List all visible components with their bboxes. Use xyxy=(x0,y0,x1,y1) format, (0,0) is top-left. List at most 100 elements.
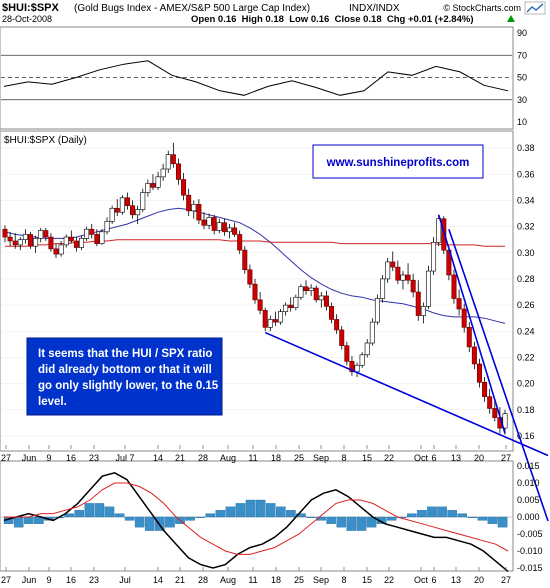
candle-body xyxy=(73,240,79,248)
macd-histogram-bar xyxy=(366,516,377,528)
rsi-tick-label: 50 xyxy=(517,73,527,83)
macd-x-tick-label: 27 xyxy=(501,575,511,585)
candle-body xyxy=(400,274,406,281)
price-x-tick-label: 15 xyxy=(362,453,372,463)
candle-body xyxy=(369,321,375,344)
candle-body xyxy=(476,363,482,383)
macd-x-tick-label: 16 xyxy=(66,575,76,585)
macd-histogram-bar xyxy=(417,510,427,518)
candle-body xyxy=(38,230,44,239)
macd-x-axis: 27 Jun 9 16 23 Jul 14 21 28 Aug 11 18 25 Sep 8 15 22 Oct 6… xyxy=(1,567,511,585)
candle-body xyxy=(262,310,268,328)
price-tick-label: 0.38 xyxy=(517,143,535,153)
candle-body xyxy=(456,298,462,310)
price-x-tick-label: 25 xyxy=(294,453,304,463)
candle-body xyxy=(431,241,437,272)
macd-histogram-bar xyxy=(104,506,115,518)
candle-body xyxy=(53,248,59,255)
candle-body xyxy=(339,329,345,346)
candle-body xyxy=(28,234,34,247)
candle-body xyxy=(487,396,493,409)
macd-histogram-bar xyxy=(326,516,336,524)
candle-body xyxy=(135,209,141,216)
macd-histogram-bar xyxy=(276,506,286,518)
macd-x-tick-label: 14 xyxy=(153,575,163,585)
candle-body xyxy=(160,168,166,178)
candle-body xyxy=(165,154,171,170)
candle-body xyxy=(313,287,319,301)
candle-body xyxy=(232,227,238,235)
price-x-axis: 27 Jun 9 16 23 Jul 7 14 21 28 Aug 11 18 25 Sep 8 15 22 Oc… xyxy=(1,445,511,463)
macd-histogram-bar xyxy=(316,516,326,521)
macd-histogram-bar xyxy=(356,516,367,531)
macd-histogram-bar xyxy=(84,503,95,518)
candle-body xyxy=(420,306,426,316)
candle-body xyxy=(175,163,181,180)
macd-histogram-bar xyxy=(477,516,488,521)
macd-tick-label: 0.005 xyxy=(517,495,540,505)
candle-body xyxy=(191,204,197,212)
macd-histogram-bar xyxy=(24,516,34,524)
candle-body xyxy=(186,194,192,212)
macd-histogram-bar xyxy=(94,503,105,518)
candle-body xyxy=(283,304,289,312)
candle-body xyxy=(181,179,187,196)
price-plot: $HUI:$SPX (Daily) 0.38 0.36 0.34 0.32 0.30 0.… xyxy=(1,135,549,522)
macd-histogram-bar xyxy=(13,516,24,528)
price-tick-label: 0.28 xyxy=(517,274,535,284)
candle-body xyxy=(288,304,294,309)
macd-tick-label: -0.010 xyxy=(517,546,543,556)
macd-x-tick-label: Aug xyxy=(220,575,236,585)
annotation-line: did already bottom or that it will xyxy=(38,364,212,376)
chart-header: $HUI:$SPX (Gold Bugs Index - AMEX/S&P 50… xyxy=(2,1,546,25)
candle-body xyxy=(329,306,335,320)
macd-x-tick-label: Jun xyxy=(22,575,37,585)
macd-histogram-bar xyxy=(215,510,226,518)
price-x-tick-label: 23 xyxy=(89,453,99,463)
candle-body xyxy=(267,319,273,328)
candle-body xyxy=(43,230,49,238)
candle-body xyxy=(7,236,13,242)
candle-body xyxy=(364,342,370,356)
candle-body xyxy=(221,222,227,233)
rsi-plot: 90 70 50 30 10 xyxy=(1,28,527,127)
candle-body xyxy=(84,228,90,239)
price-x-tick-label: 22 xyxy=(384,453,394,463)
macd-plot: 0.015 0.010 0.005 0.000 -0.005 -0.010 -0.015 xyxy=(1,461,543,573)
macd-histogram-bar xyxy=(114,513,125,518)
candle-body xyxy=(374,298,380,323)
macd-histogram-bar xyxy=(265,503,276,518)
price-tick-label: 0.16 xyxy=(517,431,535,441)
candle-body xyxy=(58,244,64,255)
macd-tick-label: -0.015 xyxy=(517,563,543,573)
macd-x-tick-label: 20 xyxy=(474,575,484,585)
price-tick-label: 0.24 xyxy=(517,326,535,336)
resistance-trendline xyxy=(437,214,506,434)
macd-x-tick-label: Sep xyxy=(313,575,329,585)
candle-body xyxy=(226,227,232,233)
macd-histogram-bar xyxy=(336,516,347,528)
triangle-up-icon xyxy=(507,15,515,22)
annotation-text: It seems that the HUI / SPX ratio did alr… xyxy=(38,348,219,408)
macd-histogram-bar xyxy=(144,516,155,531)
macd-x-tick-label: 11 xyxy=(248,575,257,585)
support-trendline xyxy=(264,331,549,457)
candle-body xyxy=(211,217,217,231)
price-x-tick-label: Jun xyxy=(22,453,37,463)
macd-x-tick-label: 13 xyxy=(451,575,461,585)
macd-histogram-bar xyxy=(457,513,468,518)
candle-body xyxy=(502,413,508,429)
candle-body xyxy=(109,207,115,222)
macd-histogram-bar xyxy=(407,513,417,518)
candle-body xyxy=(119,197,125,213)
candle-body xyxy=(318,295,324,301)
price-x-tick-label: Aug xyxy=(220,453,236,463)
macd-histogram-bar xyxy=(497,516,508,528)
macd-histogram-bar xyxy=(467,516,478,518)
price-tick-label: 0.18 xyxy=(517,405,535,415)
price-x-tick-label: 9 xyxy=(46,453,51,463)
macd-histogram-bar xyxy=(155,516,165,531)
exchange-label: INDX/INDX xyxy=(349,3,400,14)
candle-body xyxy=(252,283,258,301)
candle-body xyxy=(155,176,161,188)
